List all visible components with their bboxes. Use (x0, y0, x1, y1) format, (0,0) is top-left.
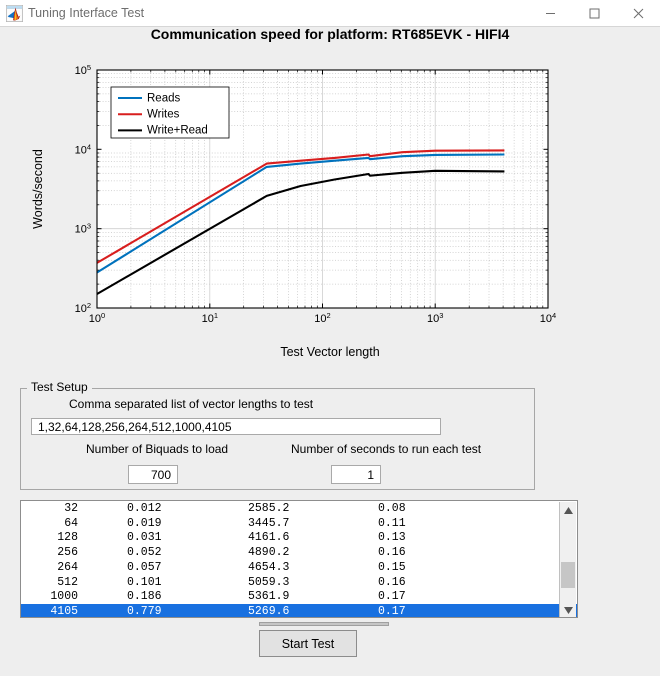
svg-text:Write+Read: Write+Read (147, 125, 208, 137)
svg-text:105: 105 (75, 63, 91, 78)
svg-text:104: 104 (75, 142, 91, 157)
svg-text:Reads: Reads (147, 92, 180, 104)
svg-text:103: 103 (427, 311, 443, 326)
svg-text:104: 104 (540, 311, 556, 326)
svg-text:Communication speed for platfo: Communication speed for platform: RT685E… (151, 27, 510, 42)
svg-text:100: 100 (89, 311, 105, 326)
svg-text:102: 102 (314, 311, 330, 326)
svg-text:101: 101 (202, 311, 218, 326)
svg-text:Writes: Writes (147, 109, 180, 121)
svg-text:103: 103 (75, 221, 91, 236)
